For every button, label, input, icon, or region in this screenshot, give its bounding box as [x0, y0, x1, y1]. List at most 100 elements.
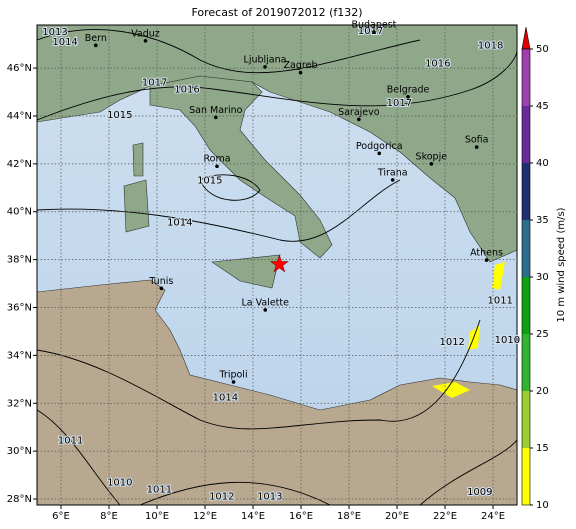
city-label: Tirana [377, 167, 408, 178]
colorbar-tick-label: 15 [536, 443, 549, 454]
x-tick-label: 10°E [145, 511, 169, 522]
isobar-label: 1014 [52, 37, 77, 48]
wind-patch [432, 382, 470, 398]
isobar-label: 1014 [213, 392, 238, 403]
city-label: Ljubljana [244, 54, 287, 65]
isobar-label: 1015 [107, 110, 132, 121]
y-tick-label: 44°N [7, 111, 32, 122]
frame [36, 24, 518, 506]
isobar-label: 1017 [387, 98, 412, 109]
isobar-label: 1012 [209, 492, 234, 503]
x-tick-label: 14°E [241, 511, 265, 522]
wind-patch [492, 262, 505, 290]
isobar [419, 439, 517, 505]
city-dot [406, 95, 410, 99]
colorbar-tick-label: 40 [536, 158, 549, 169]
city-dot [357, 117, 361, 122]
city-label: Belgrade [387, 84, 430, 95]
colorbar-bin [522, 334, 530, 391]
isobar [199, 174, 261, 201]
city-label: Bern [85, 33, 107, 44]
city-dot [372, 30, 376, 34]
y-tick-label: 42°N [7, 159, 32, 170]
city-label: Athens [470, 248, 503, 259]
isobar-label: 1016 [174, 85, 199, 96]
isobar [37, 409, 121, 505]
city-label: Vaduz [131, 28, 160, 39]
y-tick-label: 30°N [7, 446, 32, 457]
city-dot [143, 39, 148, 43]
isobar-label: 1014 [167, 218, 192, 229]
isobar [37, 179, 401, 242]
colorbar-extend [521, 26, 531, 50]
title: Forecast of 2019072012 (f132) [191, 6, 362, 19]
isobar [139, 481, 331, 505]
colorbar-bin [522, 277, 530, 334]
sicily [211, 254, 281, 289]
isobar [37, 29, 421, 74]
city-dot [94, 43, 98, 48]
city-dot [298, 70, 303, 75]
isobar-label: 1011 [147, 484, 172, 495]
corsica [132, 142, 144, 177]
isobar-label: 1017 [358, 26, 383, 37]
city-label: Skopje [416, 151, 448, 162]
colorbar-bin [522, 163, 530, 220]
colorbar-label: 10 m wind speed (m/s) [556, 207, 567, 322]
y-tick-label: 40°N [7, 207, 32, 218]
colorbar-tick-label: 20 [536, 386, 549, 397]
isobar-label: 1018 [478, 40, 503, 51]
city-label: San Marino [189, 105, 242, 116]
x-tick-label: 6°E [52, 511, 70, 522]
isobar-label: 1012 [439, 337, 464, 348]
city-dot [214, 115, 218, 120]
y-tick-label: 36°N [7, 302, 32, 313]
city-dot [215, 164, 219, 169]
isobar [37, 49, 517, 121]
colorbar-tick-label: 30 [536, 272, 549, 283]
colorbar-tick-label: 50 [536, 44, 549, 55]
y-tick-label: 32°N [7, 398, 32, 409]
x-tick-label: 24°E [481, 511, 505, 522]
city-label: Tunis [148, 276, 173, 287]
city-dot [231, 380, 236, 384]
city-dot [159, 286, 164, 291]
colorbar-bin [522, 220, 530, 277]
x-tick-label: 12°E [193, 511, 217, 522]
city-dot [474, 145, 479, 149]
city-dot [484, 258, 489, 262]
isobar-label: 1011 [487, 295, 512, 306]
city-dot [390, 178, 395, 182]
isobar-label: 1017 [142, 77, 167, 88]
y-tick-label: 28°N [7, 494, 32, 505]
colorbar-tick-label: 45 [536, 101, 549, 112]
city-label: Tripoli [219, 369, 248, 380]
city-dot [263, 65, 267, 69]
city-label: La Valette [241, 297, 289, 308]
x-tick-label: 20°E [385, 511, 409, 522]
city-label: Sarajevo [338, 107, 380, 118]
city-label: Zagreb [284, 60, 318, 71]
city-dot [377, 151, 382, 156]
colorbar-bin [522, 106, 530, 163]
isobar-label: 1013 [42, 27, 67, 38]
y-tick-label: 34°N [7, 350, 32, 361]
city-dot [429, 162, 434, 166]
city-label: Roma [203, 154, 230, 165]
city-dot [263, 308, 268, 312]
colorbar-tick-label: 10 [536, 500, 549, 511]
event-marker [269, 254, 289, 273]
isobar-label: 1009 [467, 487, 492, 498]
x-tick-label: 22°E [433, 511, 457, 522]
colorbar-bin [522, 49, 530, 106]
isobar-label: 1016 [425, 58, 450, 69]
y-tick-label: 38°N [7, 255, 32, 266]
x-tick-label: 16°E [289, 511, 313, 522]
y-tick-label: 46°N [7, 63, 32, 74]
sardinia [123, 179, 150, 233]
isobar-label: 1015 [197, 176, 222, 187]
colorbar-tick-label: 25 [536, 329, 549, 340]
city-label: Sofia [465, 135, 489, 146]
isobar-label: 1010 [495, 335, 520, 346]
